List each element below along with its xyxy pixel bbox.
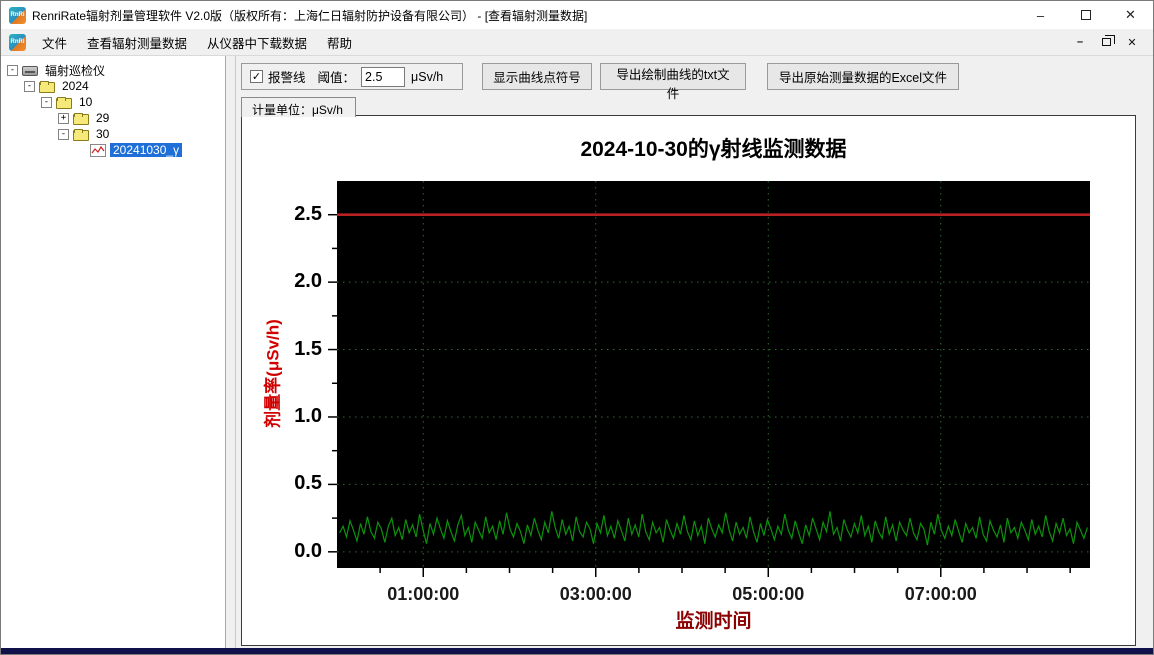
mdi-restore-icon bbox=[1101, 35, 1115, 46]
folder-icon bbox=[73, 112, 89, 125]
chart-title: 2024-10-30的γ射线监测数据 bbox=[580, 138, 847, 161]
title-bar: RnRi RenriRate辐射剂量管理软件 V2.0版（版权所有：上海仁日辐射… bbox=[1, 1, 1153, 29]
window-title: RenriRate辐射剂量管理软件 V2.0版（版权所有：上海仁日辐射防护设备有… bbox=[32, 8, 588, 23]
export-raw-excel-button[interactable]: 导出原始测量数据的Excel文件 bbox=[767, 63, 959, 90]
x-tick-label: 03:00:00 bbox=[559, 584, 632, 604]
threshold-unit-label: μSv/h bbox=[411, 69, 444, 84]
tree-row[interactable]: - 2024 bbox=[1, 78, 225, 94]
mdi-close-button[interactable]: ✕ bbox=[1127, 36, 1137, 49]
collapse-icon[interactable]: - bbox=[58, 128, 69, 140]
chart-icon bbox=[90, 143, 106, 157]
unit-tab[interactable]: 计量单位：μSv/h bbox=[241, 97, 356, 117]
tree-label[interactable]: 29 bbox=[96, 111, 110, 125]
tree-label[interactable]: 辐射巡检仪 bbox=[45, 63, 106, 78]
x-tick-label: 07:00:00 bbox=[904, 584, 977, 604]
mdi-child-icon: RnRi bbox=[9, 33, 26, 51]
window-bottom-border bbox=[1, 648, 1153, 654]
tree-label[interactable]: 10 bbox=[79, 95, 93, 109]
chart-plot bbox=[328, 181, 1090, 577]
tree-label[interactable]: 20241030_γ bbox=[110, 143, 183, 157]
collapse-icon[interactable]: - bbox=[24, 80, 35, 92]
y-tick-label: 1.0 bbox=[294, 404, 322, 427]
tree-row[interactable]: - 10 bbox=[1, 94, 225, 110]
collapse-icon[interactable]: - bbox=[7, 64, 18, 76]
maximize-button[interactable] bbox=[1063, 1, 1108, 29]
close-button[interactable]: ✕ bbox=[1125, 7, 1136, 22]
folder-icon bbox=[56, 96, 72, 109]
tree-row[interactable]: +29 bbox=[1, 110, 225, 126]
menu-bar: RnRi 文件 查看辐射测量数据 从仪器中下载数据 帮助 – ✕ bbox=[1, 29, 1153, 56]
menu-item-2[interactable]: 从仪器中下载数据 bbox=[207, 36, 308, 51]
collapse-icon[interactable]: - bbox=[41, 96, 52, 108]
mdi-restore-button[interactable] bbox=[1095, 33, 1117, 51]
maximize-icon bbox=[1080, 10, 1091, 20]
menu-item-3[interactable]: 帮助 bbox=[327, 36, 353, 51]
alarm-line-checkbox[interactable]: ✓ bbox=[250, 70, 263, 83]
device-icon bbox=[22, 66, 38, 76]
mdi-window-controls: – ✕ bbox=[1069, 33, 1153, 51]
menu-item-0[interactable]: 文件 bbox=[42, 36, 68, 51]
expand-icon[interactable]: + bbox=[58, 112, 69, 124]
tree-row[interactable]: 20241030_γ bbox=[1, 142, 225, 158]
menu-item-1[interactable]: 查看辐射测量数据 bbox=[87, 36, 188, 51]
x-axis-label: 监测时间 bbox=[675, 611, 752, 632]
alarm-line-label: 报警线 bbox=[268, 71, 306, 85]
y-tick-label: 2.0 bbox=[294, 270, 322, 293]
folder-icon bbox=[39, 80, 55, 93]
device-tree-panel: - 辐射巡检仪 -2024-10 +29-30 20241030_γ bbox=[1, 56, 226, 648]
alarm-line-group: ✓ 报警线 阈值： μSv/h bbox=[241, 63, 463, 90]
mdi-minimize-button[interactable]: – bbox=[1076, 36, 1084, 48]
threshold-input[interactable] bbox=[361, 66, 406, 87]
chart-panel: 2024-10-30的γ射线监测数据 剂量率(μSv/h) 监测时间 0.0 0.… bbox=[241, 115, 1136, 646]
folder-icon bbox=[73, 128, 89, 141]
show-curve-points-button[interactable]: 显示曲线点符号 bbox=[482, 63, 592, 90]
y-tick-label: 0.5 bbox=[294, 472, 322, 495]
x-tick-label: 05:00:00 bbox=[732, 584, 805, 604]
panel-splitter[interactable] bbox=[226, 56, 236, 648]
y-tick-label: 2.5 bbox=[294, 202, 322, 225]
x-tick-label: 01:00:00 bbox=[387, 584, 460, 604]
export-curve-txt-button[interactable]: 导出绘制曲线的txt文件 bbox=[600, 63, 746, 101]
chart-toolbar: ✓ 报警线 阈值： μSv/h 显示曲线点符号 导出绘制曲线的txt文件 导出原… bbox=[241, 63, 1141, 101]
y-tick-label: 0.0 bbox=[294, 539, 322, 562]
threshold-label: 阈值： bbox=[317, 71, 356, 85]
tree-label[interactable]: 30 bbox=[96, 127, 110, 141]
chart-view-panel: ✓ 报警线 阈值： μSv/h 显示曲线点符号 导出绘制曲线的txt文件 导出原… bbox=[236, 56, 1153, 648]
tree-row[interactable]: - 30 bbox=[1, 126, 225, 142]
y-tick-label: 1.5 bbox=[294, 337, 322, 360]
menu-items: 文件 查看辐射测量数据 从仪器中下载数据 帮助 bbox=[32, 29, 362, 56]
app-icon: RnRi bbox=[9, 6, 26, 24]
minimize-button[interactable]: – bbox=[1036, 7, 1045, 23]
tree-row[interactable]: - 辐射巡检仪 bbox=[1, 62, 225, 78]
tree-label[interactable]: 2024 bbox=[62, 79, 89, 93]
unit-tab-row: 计量单位：μSv/h bbox=[241, 97, 1141, 117]
